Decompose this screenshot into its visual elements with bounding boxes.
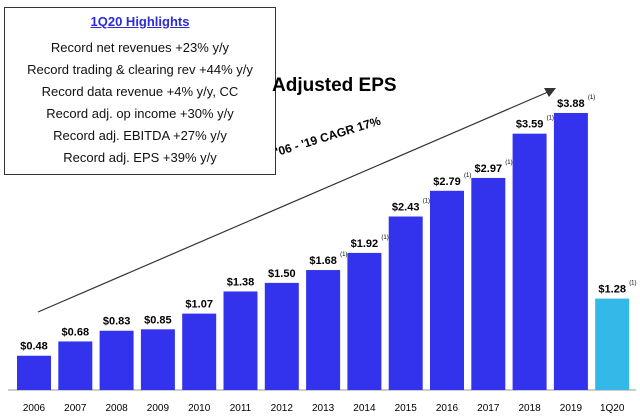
data-label-2019: $3.88 [557,98,585,110]
chart-title: Adjusted EPS [272,75,397,96]
highlight-item: Record adj. op income +30% y/y [46,106,234,121]
highlight-item: Record net revenues +23% y/y [50,40,230,55]
x-tick-2008: 2008 [105,403,128,414]
data-label-2016: $2.79 [433,176,461,188]
bar-2019 [553,112,588,390]
x-tick-2012: 2012 [271,403,294,414]
x-tick-2017: 2017 [477,403,500,414]
bar-1Q20 [595,298,630,390]
data-label-2008: $0.83 [103,316,131,328]
footnote-mark-2013: (1) [340,252,347,258]
highlight-item: Record adj. EBITDA +27% y/y [53,128,227,143]
bar-2008 [99,330,134,390]
data-label-2014: $1.92 [351,238,379,250]
x-tick-1Q20: 1Q20 [600,403,625,414]
x-tick-2006: 2006 [23,403,46,414]
footnote-mark-2018: (1) [547,116,554,122]
bar-2014 [347,252,382,390]
cagr-arrowhead [544,88,556,97]
highlight-item: Record trading & clearing rev +44% y/y [27,62,253,77]
bar-2009 [140,329,175,390]
data-label-1Q20: $1.28 [598,284,626,296]
data-label-2011: $1.38 [227,276,255,288]
x-tick-2015: 2015 [395,403,418,414]
x-tick-2014: 2014 [353,403,376,414]
bar-2015 [388,216,423,390]
x-tick-2009: 2009 [147,403,170,414]
bar-2018 [512,133,547,390]
footnote-mark-2014: (1) [381,235,388,241]
bar-2012 [264,282,299,390]
footnote-mark-2017: (1) [505,160,512,166]
bar-2013 [306,270,341,390]
highlights-title: 1Q20 Highlights [90,14,190,29]
bar-2006 [17,355,51,390]
data-label-2010: $1.07 [185,299,213,311]
bar-2016 [430,190,464,390]
data-label-2007: $0.68 [62,326,90,338]
bar-2017 [471,177,506,390]
highlights-box: 1Q20 Highlights Record net revenues +23%… [4,7,276,175]
highlight-item: Record data revenue +4% y/y, CC [41,84,239,99]
footnote-mark-2019: (1) [588,95,595,101]
highlight-item: Record adj. EPS +39% y/y [63,150,217,165]
bar-2007 [58,341,93,390]
data-label-2013: $1.68 [309,255,337,267]
x-tick-2013: 2013 [312,403,335,414]
data-label-2009: $0.85 [144,314,172,326]
x-tick-2007: 2007 [64,403,87,414]
cagr-trend-arrow [37,91,549,313]
footnote-mark-2015: (1) [423,198,430,204]
x-tick-2016: 2016 [436,403,459,414]
bar-2010 [182,313,217,390]
data-label-2017: $2.97 [475,163,503,175]
footnote-mark-2016: (1) [464,173,471,179]
data-label-2006: $0.48 [20,341,48,353]
x-tick-2010: 2010 [188,403,211,414]
data-label-2015: $2.43 [392,201,420,213]
data-label-2018: $3.59 [516,119,544,131]
x-tick-2019: 2019 [560,403,583,414]
footnote-mark-1Q20: (1) [629,281,636,287]
bar-2011 [223,291,258,390]
x-tick-2018: 2018 [518,403,541,414]
data-label-2012: $1.50 [268,268,296,280]
x-tick-2011: 2011 [230,403,252,414]
